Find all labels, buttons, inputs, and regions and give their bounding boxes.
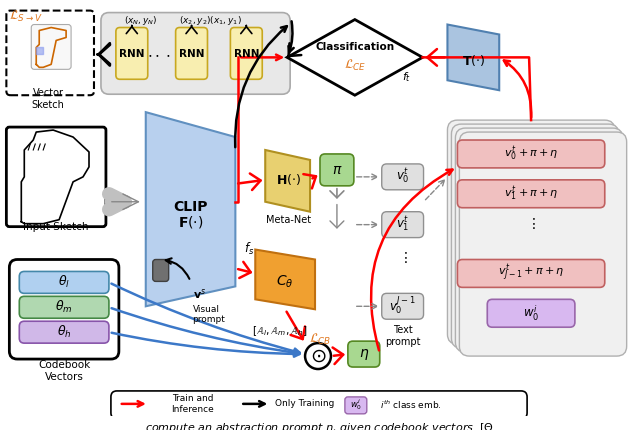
- FancyBboxPatch shape: [19, 296, 109, 318]
- Polygon shape: [265, 150, 310, 212]
- Text: CLIP: CLIP: [173, 200, 208, 214]
- Text: $\mathbf{T}(\cdot)$: $\mathbf{T}(\cdot)$: [461, 53, 485, 68]
- FancyBboxPatch shape: [116, 28, 148, 79]
- Text: RNN: RNN: [179, 49, 204, 59]
- FancyBboxPatch shape: [381, 164, 424, 190]
- Circle shape: [305, 343, 331, 369]
- FancyBboxPatch shape: [381, 293, 424, 319]
- FancyBboxPatch shape: [487, 299, 575, 327]
- Text: $\mathcal{L}_{S \rightarrow V}$: $\mathcal{L}_{S \rightarrow V}$: [10, 9, 43, 24]
- FancyBboxPatch shape: [447, 120, 614, 344]
- Text: $\vdots$: $\vdots$: [398, 250, 408, 265]
- FancyBboxPatch shape: [153, 259, 169, 281]
- Text: $v_0^{J-1}$: $v_0^{J-1}$: [389, 295, 416, 317]
- Text: $w_0^i$: $w_0^i$: [350, 397, 362, 412]
- Polygon shape: [146, 112, 236, 306]
- FancyBboxPatch shape: [345, 397, 367, 414]
- FancyBboxPatch shape: [19, 271, 109, 293]
- Text: Classification: Classification: [316, 43, 394, 52]
- Text: $f_t$: $f_t$: [402, 71, 412, 84]
- FancyBboxPatch shape: [456, 128, 623, 352]
- Text: $(x_2, y_2)(x_1, y_1)$: $(x_2, y_2)(x_1, y_1)$: [179, 14, 242, 27]
- Text: compute an abstraction prompt $\eta$, given codebook vectors. $[\Theta$: compute an abstraction prompt $\eta$, gi…: [145, 421, 495, 430]
- Text: Text
prompt: Text prompt: [385, 326, 420, 347]
- FancyBboxPatch shape: [348, 341, 380, 367]
- Text: Only Training: Only Training: [275, 399, 335, 408]
- FancyBboxPatch shape: [460, 132, 627, 356]
- Text: RNN: RNN: [234, 49, 259, 59]
- FancyBboxPatch shape: [111, 391, 527, 419]
- FancyBboxPatch shape: [381, 212, 424, 238]
- FancyBboxPatch shape: [31, 25, 71, 69]
- FancyBboxPatch shape: [458, 259, 605, 287]
- FancyBboxPatch shape: [10, 259, 119, 359]
- Text: $\cdot\cdot\cdot$: $\cdot\cdot\cdot$: [147, 47, 171, 62]
- Text: Codebook
Vectors: Codebook Vectors: [38, 360, 90, 382]
- Text: $\odot$: $\odot$: [310, 347, 326, 366]
- FancyBboxPatch shape: [230, 28, 262, 79]
- Text: $\theta_m$: $\theta_m$: [55, 299, 73, 315]
- Text: $\mathcal{L}_{CB}$: $\mathcal{L}_{CB}$: [309, 332, 331, 347]
- Text: $\mathbf{F}(\cdot)$: $\mathbf{F}(\cdot)$: [178, 214, 204, 230]
- Polygon shape: [447, 25, 499, 90]
- Polygon shape: [287, 19, 422, 95]
- Text: $C_{\theta}$: $C_{\theta}$: [276, 273, 294, 289]
- FancyBboxPatch shape: [6, 11, 94, 95]
- FancyBboxPatch shape: [175, 28, 207, 79]
- FancyBboxPatch shape: [320, 154, 354, 186]
- Text: $v_0^t + \pi + \eta$: $v_0^t + \pi + \eta$: [504, 144, 558, 163]
- Text: $\eta$: $\eta$: [358, 347, 369, 362]
- Text: Vector
Sketch: Vector Sketch: [32, 89, 65, 110]
- Text: Input Sketch: Input Sketch: [24, 221, 89, 232]
- Text: $(x_N, y_N)$: $(x_N, y_N)$: [124, 14, 157, 27]
- Polygon shape: [255, 249, 315, 309]
- Text: RNN: RNN: [119, 49, 145, 59]
- Text: $f_s$: $f_s$: [244, 240, 255, 257]
- Text: $v_1^t$: $v_1^t$: [396, 215, 410, 234]
- FancyBboxPatch shape: [458, 140, 605, 168]
- Text: $\mathcal{L}_{CE}$: $\mathcal{L}_{CE}$: [344, 58, 366, 73]
- Text: $v_{J-1}^t + \pi + \eta$: $v_{J-1}^t + \pi + \eta$: [498, 263, 564, 284]
- Text: Meta-Net: Meta-Net: [266, 215, 310, 224]
- Text: Train and
Inference: Train and Inference: [171, 394, 214, 414]
- FancyBboxPatch shape: [6, 127, 106, 227]
- Text: $\theta_h$: $\theta_h$: [57, 324, 72, 340]
- FancyBboxPatch shape: [19, 321, 109, 343]
- Text: Visual: Visual: [193, 305, 220, 314]
- Text: $\pi$: $\pi$: [332, 163, 342, 177]
- Text: prompt: prompt: [193, 315, 225, 324]
- Text: $\theta_l$: $\theta_l$: [58, 274, 70, 290]
- Text: $v_1^t + \pi + \eta$: $v_1^t + \pi + \eta$: [504, 184, 558, 203]
- Text: $w_0^i$: $w_0^i$: [523, 304, 539, 323]
- FancyBboxPatch shape: [451, 124, 619, 348]
- Text: $\mathbf{v}^s$: $\mathbf{v}^s$: [193, 287, 206, 301]
- Text: $v_0^t$: $v_0^t$: [396, 167, 410, 187]
- Text: $\mathbf{H}(\cdot)$: $\mathbf{H}(\cdot)$: [276, 172, 301, 187]
- Text: $[\mathbb{A}_l, \mathbb{A}_m, \mathbb{A}_h]$: $[\mathbb{A}_l, \mathbb{A}_m, \mathbb{A}…: [252, 324, 308, 338]
- Text: $i^{th}$ class emb.: $i^{th}$ class emb.: [380, 399, 442, 411]
- FancyBboxPatch shape: [101, 12, 290, 94]
- Text: $\vdots$: $\vdots$: [526, 216, 536, 231]
- FancyBboxPatch shape: [458, 180, 605, 208]
